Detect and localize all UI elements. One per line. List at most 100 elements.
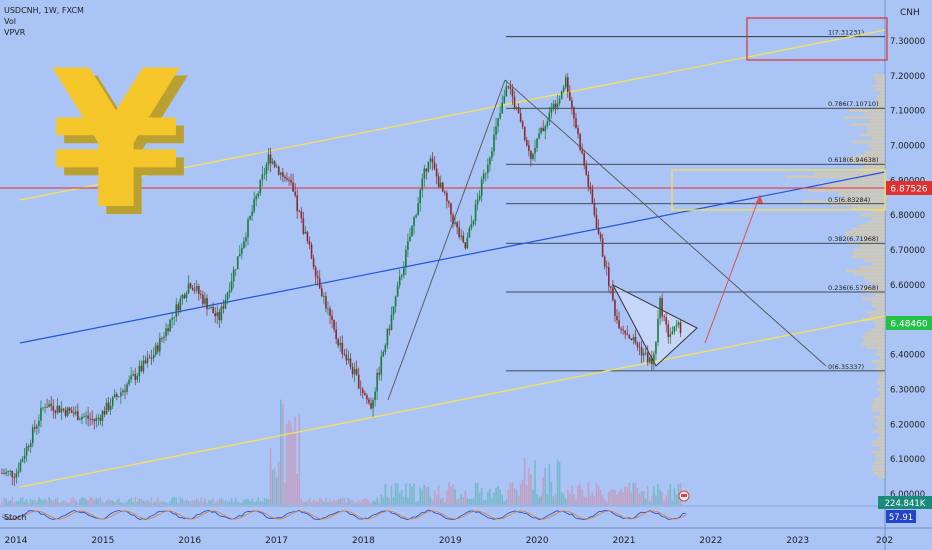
volume-bar [630,492,633,505]
volume-bar [34,500,36,505]
candle-body [663,316,665,318]
volume-bar [591,491,594,505]
volume-bar [642,491,645,505]
vpvr-row [858,213,885,217]
candle-body [13,477,16,478]
green-price-badge[interactable]: 6.48460 [886,316,932,330]
candle-body [263,173,266,175]
diagonal-trend-line[interactable] [504,79,827,367]
candle-body [25,446,28,456]
candle-body [624,330,626,334]
candle-body [255,196,257,200]
volume-bar [189,501,192,505]
volume-bar [634,482,637,505]
candle-body [23,455,26,460]
candle-body [173,316,175,318]
volume-bar [1,501,3,505]
volume-bar [212,498,214,505]
indicator-vol-label[interactable]: Vol [4,17,16,26]
candle-body [142,360,145,372]
candle-body [591,189,594,203]
channel-upper-line[interactable] [19,29,886,201]
candle-body [169,319,171,332]
volume-badge[interactable]: 224.841K [878,496,932,509]
stoch-label[interactable]: Stoch [4,513,27,522]
candle-body [398,276,401,286]
volume-bar [337,499,339,505]
volume-bar [210,500,212,505]
candle-body [511,88,514,97]
vpvr-row [876,457,885,461]
volume-bar [632,482,635,505]
vpvr-row [875,95,885,99]
vpvr-row [864,332,885,336]
projection-arrow-line[interactable] [704,194,761,344]
time-tick-label: 2015 [91,536,114,546]
red-target-box[interactable] [746,17,888,61]
candle-body [601,238,604,257]
candle-body [653,353,655,365]
candle-body [134,374,137,380]
vpvr-profile [785,74,885,478]
vpvr-row [875,88,885,92]
flag-icon[interactable] [678,490,690,502]
candle-body [433,162,436,169]
candle-body [464,242,467,249]
stoch-d-line [1,510,687,520]
vpvr-row [802,199,885,203]
volume-bar [472,498,475,505]
volume-bar [15,501,18,505]
volume-bar [56,498,59,505]
volume-bar [27,502,30,505]
volume-bar [507,488,510,505]
volume-bar [499,489,501,505]
volume-bar [99,497,102,505]
vpvr-row [845,231,885,235]
volume-bar [417,501,419,505]
vpvr-row [873,415,885,419]
candle-body [466,237,469,249]
candle-body [44,406,46,408]
blue-trend-line[interactable] [19,171,886,344]
volume-bar [655,495,657,505]
indicator-vpvr-label[interactable]: VPVR [4,28,26,37]
volume-bar [398,492,401,505]
fib-levels[interactable]: 1(7.31231) 0.786(7.10710) 0.618(6.94638) 0.… [506,29,885,372]
candle-body [403,267,405,276]
red-price-badge[interactable]: 6.87526 [886,181,932,195]
price-axis-panel[interactable] [885,0,932,550]
candle-body [1,473,3,474]
candle-body [226,292,229,300]
fib-anchor-line[interactable] [387,79,506,401]
candle-body [429,158,432,162]
volume-bar [616,494,618,505]
volume-bar [130,497,132,505]
candle-body [632,336,635,341]
volume-bar [159,502,161,505]
symbol-title[interactable]: USDCNH, 1W, FXCM [4,6,84,15]
volume-bar [75,500,77,505]
channel-lower-line[interactable] [19,315,886,488]
candle-body [558,99,561,104]
vpvr-row [879,384,885,388]
volume-bar [339,498,342,505]
stoch-badge[interactable]: 57.91 [886,510,916,523]
volume-bar [552,496,555,505]
yuan-symbol: ¥ [50,30,182,251]
candles[interactable] [1,73,682,487]
candle-body [261,174,264,180]
volume-bar [169,501,171,505]
candle-body [15,473,18,478]
candle-body [657,318,659,343]
candle-body [374,391,376,401]
vpvr-row [851,140,885,144]
candle-body [341,342,344,354]
candle-body [376,372,378,392]
triangle-pattern[interactable] [611,283,698,367]
volume-bar [521,479,524,505]
candle-body [99,417,102,421]
volume-bar [458,498,460,505]
candle-body [593,202,596,216]
yellow-target-box[interactable] [671,169,886,211]
